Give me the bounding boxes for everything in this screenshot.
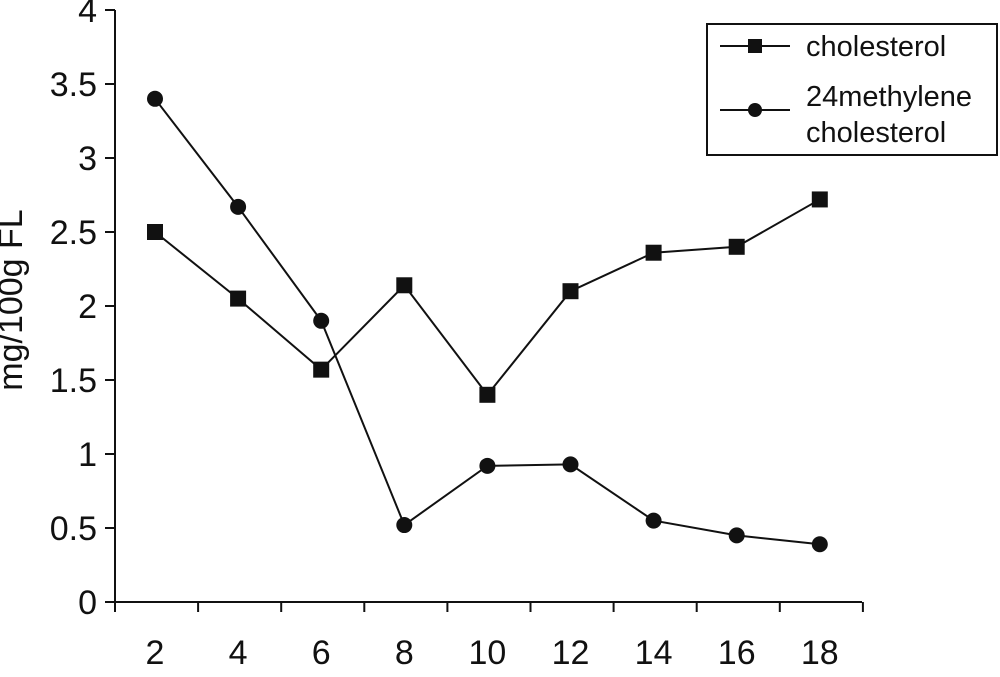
data-point-circle bbox=[479, 457, 496, 474]
series-line bbox=[154, 98, 820, 546]
x-tick-label: 4 bbox=[229, 634, 248, 672]
data-point-square bbox=[479, 386, 496, 403]
x-tick-label: 8 bbox=[395, 634, 414, 672]
x-axis-tick-labels: 2 4 6 8 10 12 14 16 18 bbox=[146, 634, 839, 672]
y-tick-label: 2 bbox=[78, 288, 97, 326]
data-point-square bbox=[811, 191, 828, 208]
data-point-circle bbox=[728, 527, 745, 544]
x-tick-label: 18 bbox=[801, 634, 839, 672]
data-series bbox=[147, 90, 828, 553]
data-point-circle bbox=[313, 312, 330, 329]
data-point-square bbox=[396, 277, 413, 294]
y-tick-label: 0.5 bbox=[50, 510, 97, 548]
y-tick-label: 0 bbox=[78, 584, 97, 622]
legend-entry-cholesterol: cholesterol bbox=[806, 31, 946, 63]
y-axis-tick-labels: 0 0.5 1 1.5 2 2.5 3 3.5 4 bbox=[50, 0, 97, 622]
y-tick-label: 3.5 bbox=[50, 66, 97, 104]
data-point-circle bbox=[396, 517, 413, 534]
data-point-square bbox=[147, 224, 163, 240]
axes bbox=[105, 9, 864, 612]
legend-entry-24methylene-line1: 24methylene bbox=[806, 81, 972, 113]
data-point-circle bbox=[645, 512, 662, 529]
y-tick-label: 1.5 bbox=[50, 362, 97, 400]
series-24methylene-cholesterol bbox=[147, 90, 828, 553]
data-point-square bbox=[230, 290, 247, 307]
x-tick-label: 6 bbox=[312, 634, 331, 672]
y-tick-label: 1 bbox=[78, 436, 97, 474]
data-point-square bbox=[313, 361, 330, 378]
legend-marker-circle bbox=[748, 103, 762, 117]
series-cholesterol bbox=[147, 191, 828, 403]
data-point-circle bbox=[147, 90, 163, 107]
data-point-square bbox=[562, 283, 579, 300]
y-axis-title: mg/100g FL bbox=[0, 209, 30, 390]
y-tick-label: 3 bbox=[78, 140, 97, 178]
x-tick-label: 2 bbox=[146, 634, 165, 672]
x-tick-label: 16 bbox=[718, 634, 756, 672]
legend-marker-square bbox=[748, 39, 762, 53]
data-point-circle bbox=[562, 456, 579, 473]
y-tick-label: 4 bbox=[78, 0, 97, 30]
x-tick-label: 12 bbox=[552, 634, 590, 672]
x-tick-label: 10 bbox=[468, 634, 506, 672]
legend: cholesterol 24methylene cholesterol bbox=[706, 23, 998, 156]
legend-entry-24methylene-line2: cholesterol bbox=[806, 117, 946, 149]
y-tick-label: 2.5 bbox=[50, 214, 97, 252]
data-point-square bbox=[645, 244, 662, 261]
data-point-circle bbox=[811, 536, 828, 553]
x-tick-label: 14 bbox=[635, 634, 673, 672]
data-point-circle bbox=[230, 198, 247, 215]
data-point-square bbox=[728, 238, 745, 255]
